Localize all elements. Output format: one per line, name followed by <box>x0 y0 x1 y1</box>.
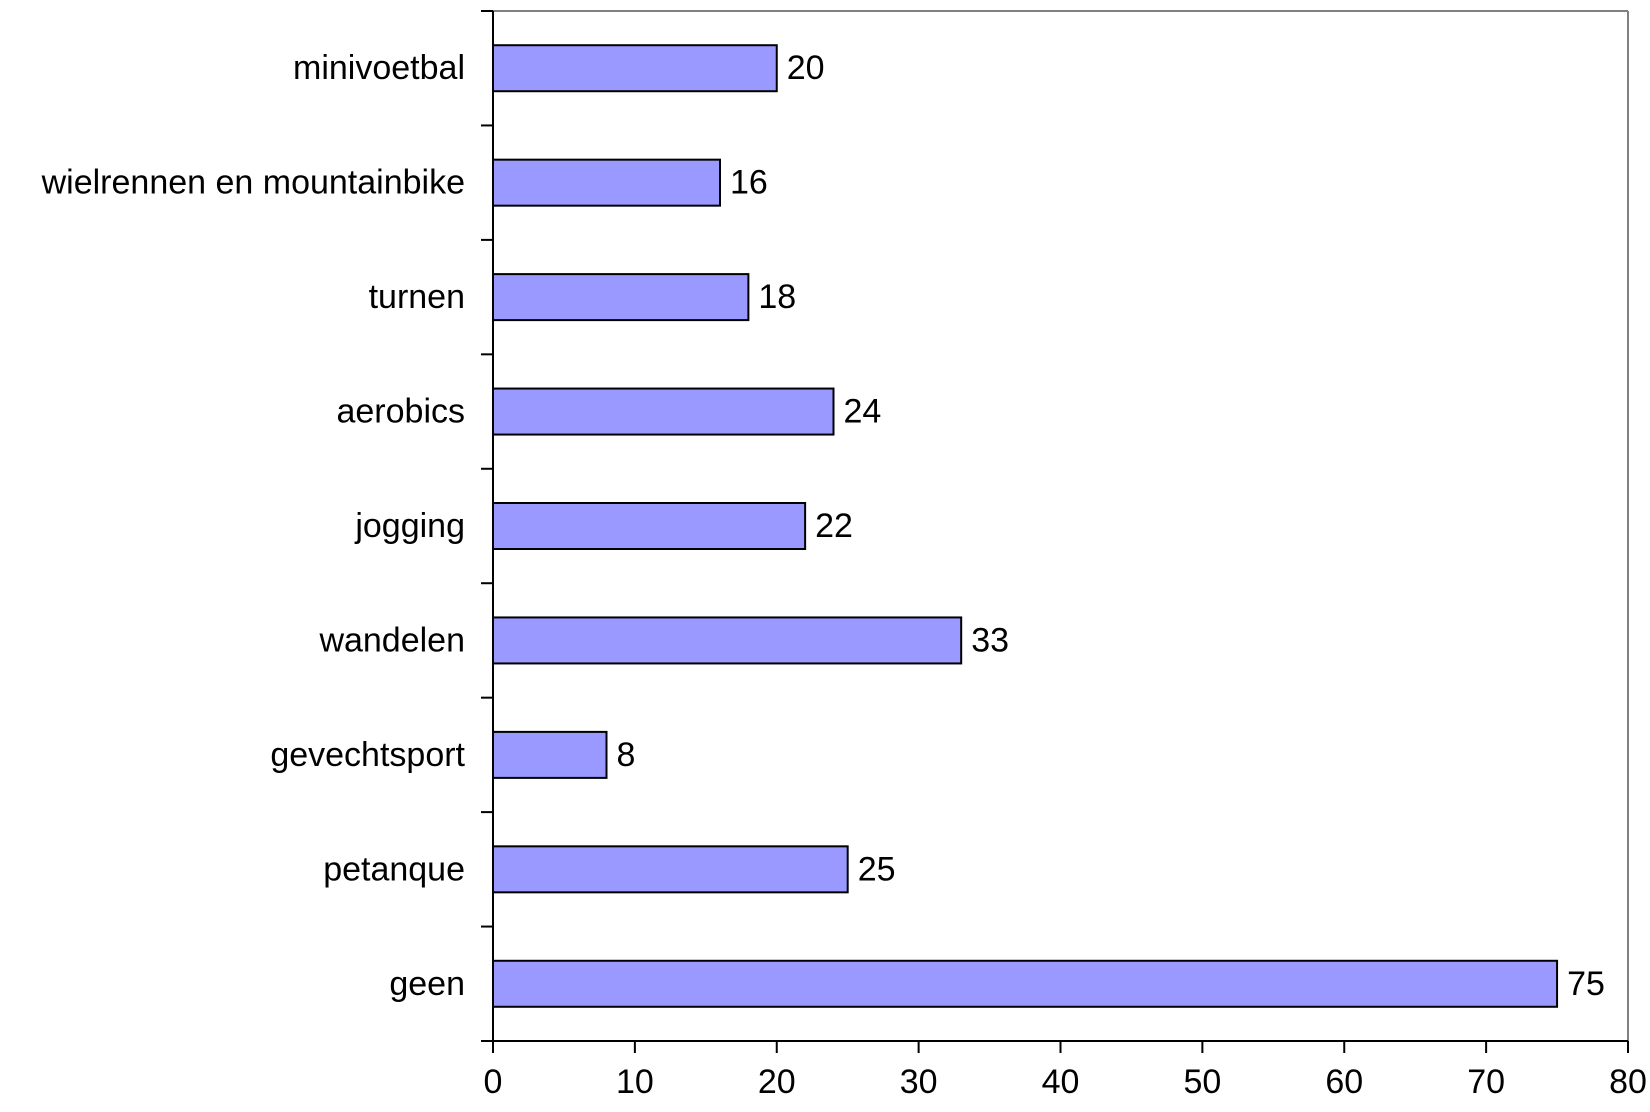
bar-6 <box>492 616 963 665</box>
axes-group: 0 10 20 30 40 50 60 70 80 <box>481 10 1647 1101</box>
category-label-9: geen <box>389 965 465 1003</box>
bar-8 <box>492 845 849 894</box>
data-label-1: 20 <box>787 49 825 87</box>
data-label-7: 8 <box>617 736 636 774</box>
category-label-7: gevechtsport <box>270 736 465 774</box>
x-tick-label-40: 40 <box>1042 1063 1080 1101</box>
x-tick-label-60: 60 <box>1325 1063 1363 1101</box>
labels-group: minivoetbal 20 wielrennen en mountainbike 1… <box>41 49 1605 1003</box>
bar-3 <box>492 273 750 322</box>
data-label-9: 75 <box>1567 965 1605 1003</box>
data-label-8: 25 <box>858 850 896 888</box>
category-label-6: wandelen <box>318 621 465 659</box>
bar-4 <box>492 387 835 436</box>
data-label-4: 24 <box>844 393 882 431</box>
category-label-1: minivoetbal <box>293 49 465 87</box>
category-label-5: jogging <box>354 507 465 545</box>
x-tick-label-30: 30 <box>900 1063 938 1101</box>
bar-7 <box>492 730 608 779</box>
bar-1 <box>492 44 778 93</box>
x-tick-label-0: 0 <box>484 1063 503 1101</box>
x-tick-label-10: 10 <box>616 1063 654 1101</box>
x-tick-label-20: 20 <box>758 1063 796 1101</box>
category-label-3: turnen <box>369 278 465 316</box>
category-label-4: aerobics <box>336 393 465 431</box>
data-label-6: 33 <box>971 621 1009 659</box>
data-label-2: 16 <box>730 164 768 202</box>
category-label-2: wielrennen en mountainbike <box>41 164 465 202</box>
bar-2 <box>492 158 721 207</box>
bars-group <box>492 44 1559 1008</box>
plot-frame-group <box>493 10 1629 1041</box>
bar-5 <box>492 502 807 550</box>
x-tick-label-70: 70 <box>1467 1063 1505 1101</box>
data-label-5: 22 <box>815 507 853 545</box>
data-label-3: 18 <box>758 278 796 316</box>
x-tick-label-50: 50 <box>1183 1063 1221 1101</box>
bar-9 <box>492 959 1559 1008</box>
x-tick-label-80: 80 <box>1609 1063 1647 1101</box>
category-label-8: petanque <box>323 850 465 888</box>
